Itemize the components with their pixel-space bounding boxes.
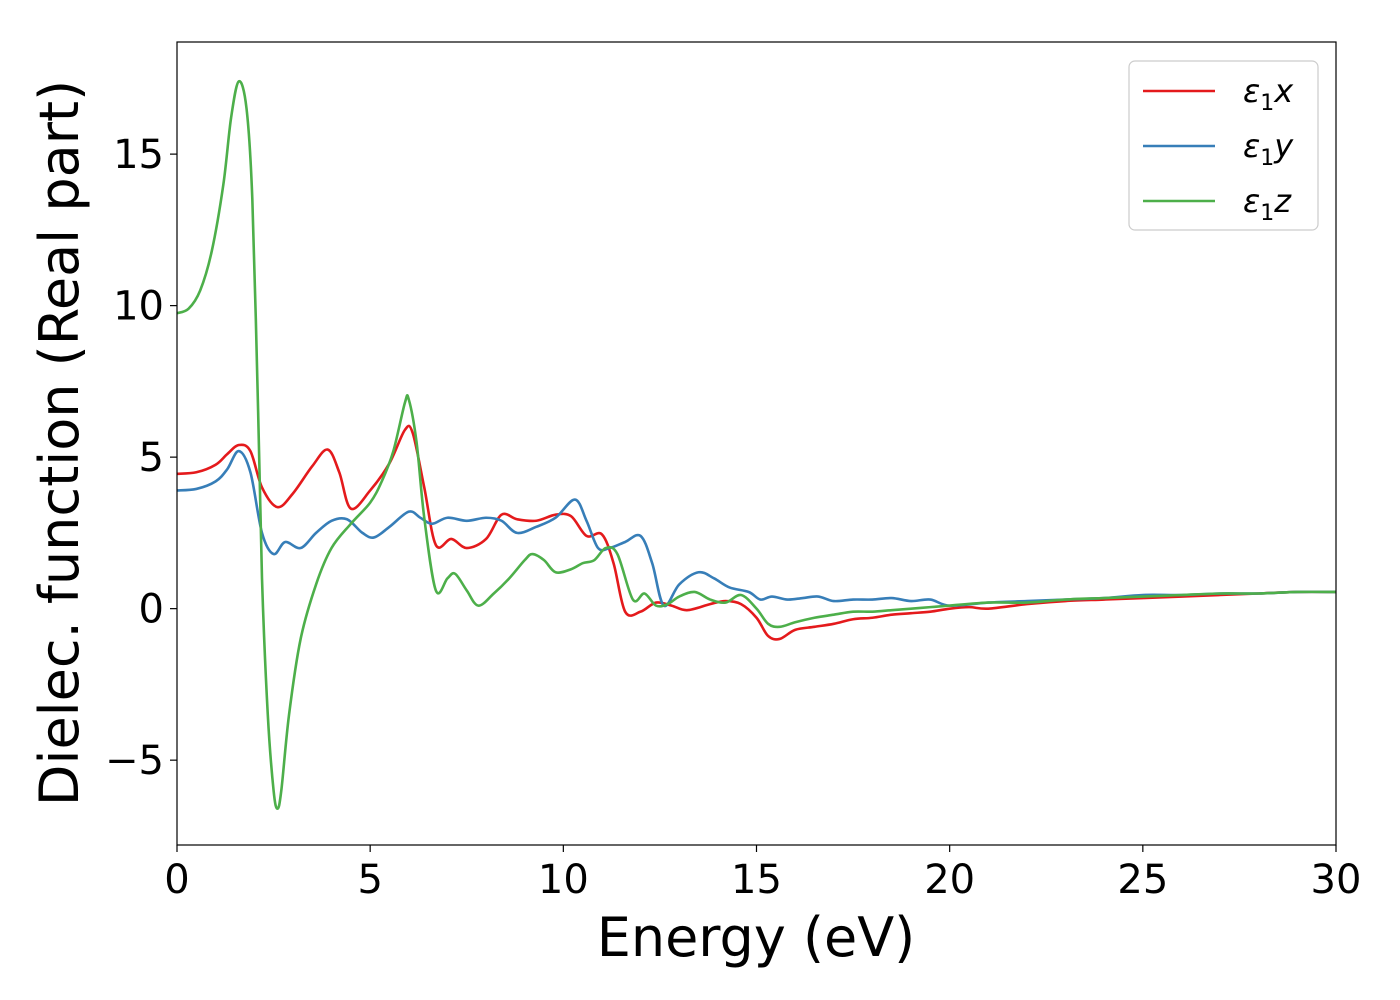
x-tick-label: 10 [538,857,589,903]
legend: ε1x ε1y ε1z [1128,60,1319,231]
x-tick-label: 25 [1117,857,1168,903]
x-axis-label: Energy (eV) [597,906,916,969]
y-axis: −5 0 5 10 15 [105,132,177,784]
x-tick-label: 20 [924,857,975,903]
y-axis-label: Dielec. function (Real part) [28,80,91,806]
series-line-x [176,424,1337,641]
legend-label-z: ε1z [1243,182,1292,226]
series-line-y [176,449,1337,608]
series-layer [176,80,1337,810]
series-line-z [176,80,1337,810]
y-tick-label: 15 [113,132,164,178]
legend-box [1128,60,1319,231]
x-tick-label: 0 [164,857,189,903]
y-tick-label: 5 [139,435,164,481]
legend-label-y: ε1y [1243,127,1294,171]
x-axis: 0 5 10 15 20 25 30 [164,845,1361,903]
x-tick-label: 5 [357,857,382,903]
y-tick-label: −5 [105,738,164,784]
x-tick-label: 15 [731,857,782,903]
legend-label-x: ε1x [1243,72,1294,116]
y-tick-label: 10 [113,284,164,330]
x-tick-label: 30 [1311,857,1362,903]
y-tick-label: 0 [139,587,164,633]
